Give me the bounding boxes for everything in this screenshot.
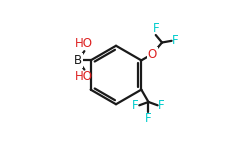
Text: HO: HO bbox=[75, 37, 93, 50]
Text: HO: HO bbox=[75, 70, 93, 83]
Text: F: F bbox=[145, 112, 152, 125]
Text: F: F bbox=[172, 34, 179, 47]
Text: O: O bbox=[148, 48, 157, 60]
Text: F: F bbox=[158, 99, 165, 112]
Text: F: F bbox=[152, 22, 159, 35]
Text: F: F bbox=[132, 99, 139, 112]
Text: B: B bbox=[74, 54, 82, 67]
